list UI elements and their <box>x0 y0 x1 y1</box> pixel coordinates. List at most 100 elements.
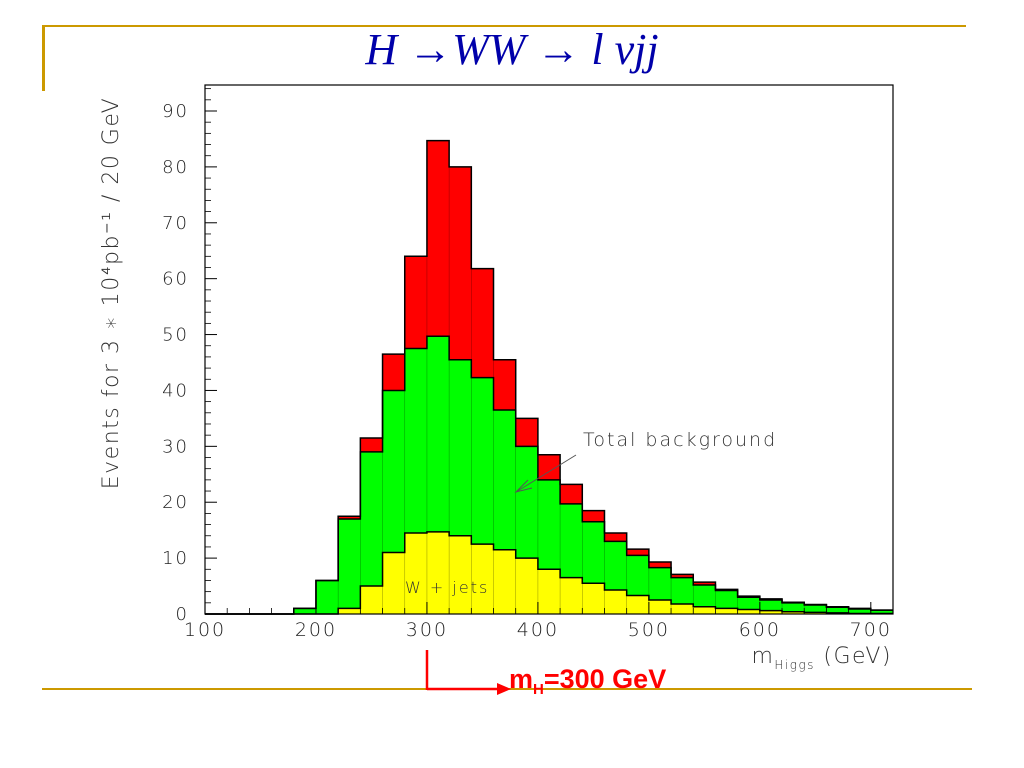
bar-s0-bin7 <box>360 586 383 614</box>
bar-s2-bin7 <box>360 437 383 452</box>
bar-s1-bin18 <box>604 541 627 590</box>
bar-s2-bin22 <box>693 582 716 585</box>
y-tick-label-10: 10 <box>162 548 189 569</box>
marker-suffix: =300 GeV <box>543 664 667 694</box>
x-tick-label-500: 500 <box>628 619 670 641</box>
total-background-arrowhead <box>514 479 533 493</box>
bar-s1-bin26 <box>782 602 805 612</box>
bar-s0-bin15 <box>537 569 561 614</box>
wjets-label: W + jets <box>405 578 489 597</box>
annotations: Total background W + jets <box>405 429 777 695</box>
bar-s0-bin17 <box>582 583 605 614</box>
y-tick-label-50: 50 <box>162 325 189 346</box>
bar-s1-bin25 <box>759 600 783 611</box>
bar-s1-bin15 <box>537 479 561 570</box>
bar-s1-bin16 <box>560 503 583 578</box>
y-tick-label-40: 40 <box>162 380 189 401</box>
plot-frame <box>204 84 894 615</box>
x-tick-label-300: 300 <box>406 619 448 641</box>
bar-s2-bin17 <box>582 510 605 522</box>
x-axis-label-unit: (GeV) <box>815 644 892 669</box>
marker-subscript: H <box>533 681 544 698</box>
x-tick-label-600: 600 <box>739 619 781 641</box>
axes-frame <box>204 84 894 615</box>
bar-s1-bin19 <box>626 555 649 596</box>
total-background-arrow <box>515 454 577 493</box>
y-tick-label-30: 30 <box>162 436 189 457</box>
bar-s0-bin6 <box>338 608 361 614</box>
bar-s2-bin19 <box>626 549 649 556</box>
bar-s0-bin12 <box>471 544 494 614</box>
bar-s0-bin24 <box>737 609 760 614</box>
bar-s0-bin9 <box>404 532 427 614</box>
bar-s2-bin6 <box>338 516 361 519</box>
y-tick-label-0: 0 <box>176 604 189 625</box>
total-background-label: Total background <box>583 429 777 451</box>
bar-s1-bin8 <box>382 390 405 553</box>
slide-title: H →WW → l νjj <box>365 25 659 74</box>
axis-labels: Events for 3 ∗ 10⁴pb⁻¹ / 20 GeV mHiggs (G… <box>99 97 892 672</box>
bar-s2-bin13 <box>493 359 516 411</box>
bar-s1-bin9 <box>404 348 427 533</box>
bar-s2-bin11 <box>449 166 472 360</box>
bar-s0-bin18 <box>604 589 627 614</box>
bar-s2-bin15 <box>537 454 561 480</box>
x-tick-label-200: 200 <box>295 619 337 641</box>
bar-s1-bin30 <box>870 610 893 614</box>
bar-s0-bin27 <box>804 612 827 614</box>
bar-s2-bin8 <box>382 354 405 391</box>
bars-layer <box>205 139 893 615</box>
bar-s2-bin21 <box>671 574 694 578</box>
bar-s1-bin28 <box>826 607 849 613</box>
series-outline-2 <box>205 139 893 615</box>
bar-s0-bin14 <box>515 558 538 614</box>
bar-s2-bin12 <box>471 268 494 378</box>
y-tick-label-20: 20 <box>162 492 189 513</box>
y-tick-label-80: 80 <box>162 157 189 178</box>
bar-s0-bin13 <box>493 549 516 614</box>
slide-frame-left <box>42 25 45 91</box>
bar-s1-bin20 <box>648 567 672 601</box>
y-tick-label-70: 70 <box>162 213 189 234</box>
bar-s0-bin26 <box>782 611 805 614</box>
bar-s0-bin10 <box>426 531 450 614</box>
axis-ticks: 0 10 20 30 40 50 60 70 80 90 100 200 300 400 500 600 700 <box>162 88 892 641</box>
marker-arrowhead <box>497 683 511 695</box>
bar-s1-bin27 <box>804 605 827 613</box>
bar-s1-bin4 <box>293 608 316 614</box>
x-tick-label-100: 100 <box>184 619 226 641</box>
bar-s1-bin14 <box>515 446 538 559</box>
bar-s0-bin11 <box>449 535 472 614</box>
higgs-mass-marker: mH=300 GeV <box>509 664 667 698</box>
series-outline-0 <box>205 531 893 615</box>
bar-s2-bin16 <box>560 484 583 504</box>
bar-s0-bin22 <box>693 606 716 614</box>
x-tick-label-400: 400 <box>517 619 559 641</box>
bar-s2-bin20 <box>648 562 672 568</box>
bar-s1-bin6 <box>338 518 361 609</box>
bar-s0-bin25 <box>759 610 783 614</box>
bar-s1-bin23 <box>715 590 738 609</box>
bar-s1-bin21 <box>671 577 694 604</box>
bar-s1-bin13 <box>493 410 516 550</box>
x-axis-label-main: m <box>751 644 774 669</box>
bar-s0-bin23 <box>715 608 738 614</box>
bar-s1-bin10 <box>426 336 450 532</box>
x-tick-label-700: 700 <box>850 619 892 641</box>
bar-s0-bin16 <box>560 577 583 614</box>
y-tick-label-60: 60 <box>162 269 189 290</box>
bar-s1-bin22 <box>693 584 716 607</box>
bar-s1-bin17 <box>582 521 605 584</box>
bar-s2-bin9 <box>404 256 427 349</box>
slide-frame-top <box>42 25 966 27</box>
marker-prefix: m <box>509 664 534 694</box>
bar-s2-bin14 <box>515 418 538 447</box>
y-axis-label: Events for 3 ∗ 10⁴pb⁻¹ / 20 GeV <box>99 97 124 489</box>
bar-s1-bin29 <box>848 608 871 614</box>
bar-s1-bin11 <box>449 359 472 536</box>
bar-s1-bin24 <box>737 597 760 610</box>
bar-s2-bin10 <box>426 140 450 337</box>
bar-s2-bin18 <box>604 532 627 542</box>
bar-s1-bin5 <box>315 580 339 614</box>
